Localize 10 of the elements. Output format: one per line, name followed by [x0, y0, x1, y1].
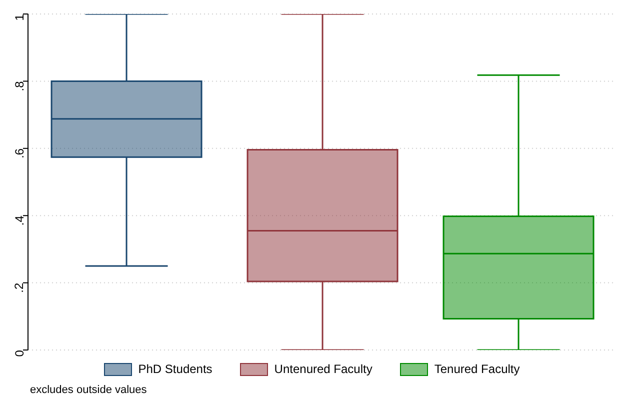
y-tick-label: .6: [12, 148, 26, 158]
legend-label: PhD Students: [138, 362, 212, 376]
legend-label: Untenured Faculty: [274, 362, 372, 376]
legend-label: Tenured Faculty: [434, 362, 520, 376]
y-tick-label: .4: [12, 215, 26, 226]
y-tick-label: 0: [12, 350, 26, 357]
y-tick-label: .2: [12, 282, 26, 293]
text: excludes outside values: [30, 384, 148, 396]
y-tick-label: 1: [12, 14, 26, 21]
y-tick-label: .8: [12, 80, 26, 92]
